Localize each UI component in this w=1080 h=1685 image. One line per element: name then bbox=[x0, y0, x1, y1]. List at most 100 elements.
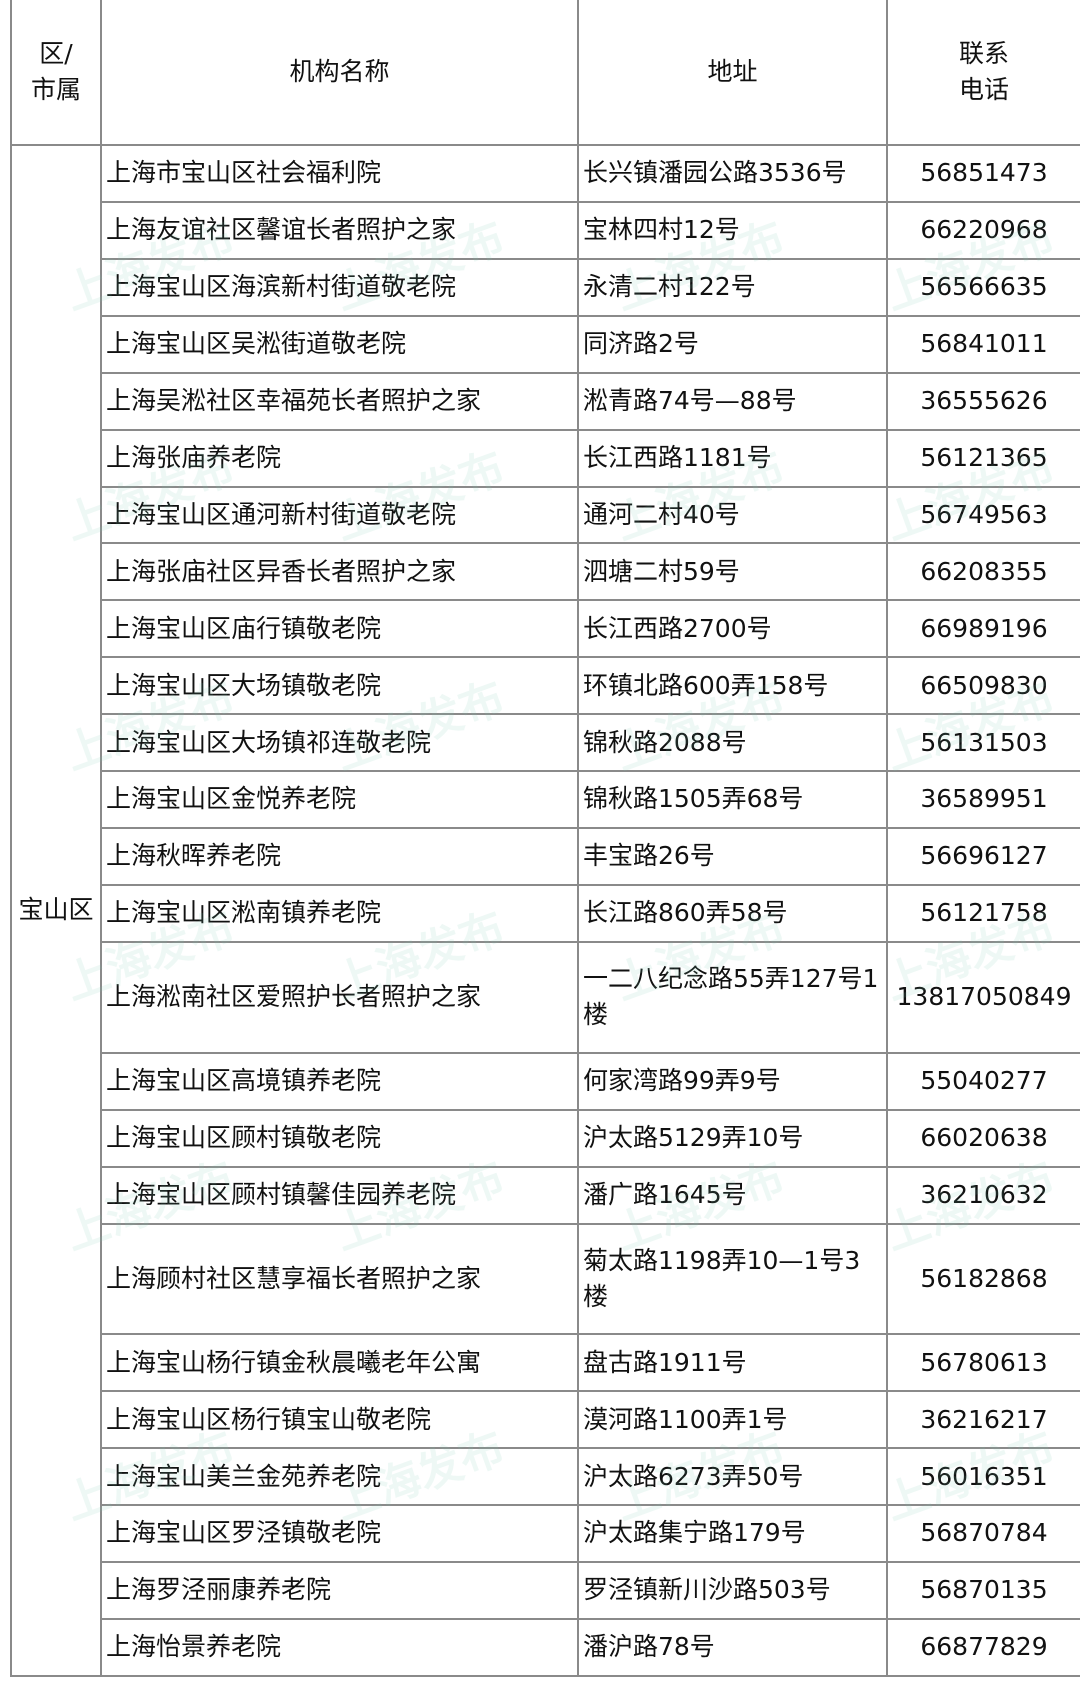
table-row: 上海宝山美兰金苑养老院 沪太路6273弄50号 56016351 bbox=[11, 1447, 1080, 1507]
table-row: 上海张庙社区异香长者照护之家 泗塘二村59号 66208355 bbox=[11, 542, 1080, 602]
institution-name-cell: 上海宝山区顾村镇敬老院 bbox=[100, 1108, 579, 1168]
phone-cell: 56870135 bbox=[886, 1561, 1080, 1620]
address-cell: 锦秋路1505弄68号 bbox=[577, 770, 888, 830]
address-cell: 泗塘二村59号 bbox=[577, 542, 888, 602]
address-cell: 一二八纪念路55弄127号1楼 bbox=[577, 940, 888, 1054]
phone-cell: 66877829 bbox=[886, 1618, 1080, 1677]
address-cell: 淞青路74号—88号 bbox=[577, 371, 888, 431]
institution-name-cell: 上海宝山区杨行镇宝山敬老院 bbox=[100, 1390, 579, 1450]
table-row: 上海宝山区淞南镇养老院 长江路860弄58号 56121758 bbox=[11, 883, 1080, 943]
address-cell: 宝林四村12号 bbox=[577, 200, 888, 260]
address-cell: 沪太路集宁路179号 bbox=[577, 1504, 888, 1564]
phone-cell: 56870784 bbox=[886, 1504, 1080, 1564]
table-row: 上海罗泾丽康养老院 罗泾镇新川沙路503号 56870135 bbox=[11, 1561, 1080, 1620]
address-cell: 长兴镇潘园公路3536号 bbox=[577, 144, 888, 203]
phone-cell: 56851473 bbox=[886, 144, 1080, 203]
phone-cell: 36210632 bbox=[886, 1165, 1080, 1225]
institution-name-cell: 上海吴淞社区幸福苑长者照护之家 bbox=[100, 371, 579, 431]
institution-name-cell: 上海友谊社区馨谊长者照护之家 bbox=[100, 200, 579, 260]
table-row: 上海宝山区大场镇祁连敬老院 锦秋路2088号 56131503 bbox=[11, 713, 1080, 773]
address-cell: 潘广路1645号 bbox=[577, 1165, 888, 1225]
table-row: 上海顾村社区慧享福长者照护之家 菊太路1198弄10—1号3楼 56182868 bbox=[11, 1222, 1080, 1336]
institution-name-cell: 上海宝山杨行镇金秋晨曦老年公寓 bbox=[100, 1333, 579, 1393]
header-phone-line2: 电话 bbox=[958, 75, 1009, 104]
header-district-line1: 区/ bbox=[39, 38, 73, 68]
header-name: 机构名称 bbox=[100, 0, 579, 146]
phone-cell: 56749563 bbox=[886, 485, 1080, 545]
institution-name-cell: 上海宝山区罗泾镇敬老院 bbox=[100, 1504, 579, 1564]
institution-name-cell: 上海宝山美兰金苑养老院 bbox=[100, 1447, 579, 1507]
institution-name-cell: 上海宝山区高境镇养老院 bbox=[100, 1051, 579, 1111]
table-row: 上海宝山区大场镇敬老院 环镇北路600弄158号 66509830 bbox=[11, 656, 1080, 716]
header-phone: 联系 电话 bbox=[886, 0, 1080, 146]
header-district-line2: 市属 bbox=[30, 75, 81, 104]
phone-cell: 56121758 bbox=[886, 883, 1080, 943]
institution-name-cell: 上海秋晖养老院 bbox=[100, 827, 579, 886]
address-cell: 漠河路1100弄1号 bbox=[577, 1390, 888, 1450]
table-row: 上海宝山区顾村镇馨佳园养老院 潘广路1645号 36210632 bbox=[11, 1165, 1080, 1225]
phone-cell: 36216217 bbox=[886, 1390, 1080, 1450]
address-cell: 沪太路5129弄10号 bbox=[577, 1108, 888, 1168]
institution-name-cell: 上海宝山区吴淞街道敬老院 bbox=[100, 314, 579, 374]
table-row: 上海宝山区吴淞街道敬老院 同济路2号 56841011 bbox=[11, 314, 1080, 374]
table-row: 宝山区 上海市宝山区社会福利院 长兴镇潘园公路3536号 56851473 bbox=[10, 144, 1080, 1677]
address-cell: 菊太路1198弄10—1号3楼 bbox=[577, 1222, 888, 1336]
table-header-row: 区/市属 机构名称 地址 联系 电话 bbox=[10, 0, 1080, 146]
institution-name-cell: 上海宝山区顾村镇馨佳园养老院 bbox=[100, 1165, 579, 1225]
institution-name-cell: 上海宝山区庙行镇敬老院 bbox=[100, 599, 579, 659]
address-cell: 潘沪路78号 bbox=[577, 1618, 888, 1677]
phone-cell: 56780613 bbox=[886, 1333, 1080, 1393]
phone-cell: 56016351 bbox=[886, 1447, 1080, 1507]
phone-cell: 36589951 bbox=[886, 770, 1080, 830]
table-row: 上海宝山区庙行镇敬老院 长江西路2700号 66989196 bbox=[11, 599, 1080, 659]
phone-cell: 56182868 bbox=[886, 1222, 1080, 1336]
address-cell: 通河二村40号 bbox=[577, 485, 888, 545]
phone-cell: 56121365 bbox=[886, 428, 1080, 488]
institution-name-cell: 上海宝山区大场镇敬老院 bbox=[100, 656, 579, 716]
institution-name-cell: 上海张庙社区异香长者照护之家 bbox=[100, 542, 579, 602]
phone-cell: 13817050849 bbox=[886, 940, 1080, 1054]
institution-name-cell: 上海宝山区大场镇祁连敬老院 bbox=[100, 713, 579, 773]
table-row: 上海淞南社区爱照护长者照护之家 一二八纪念路55弄127号1楼 1381705084… bbox=[11, 940, 1080, 1054]
table-row: 上海宝山区高境镇养老院 何家湾路99弄9号 55040277 bbox=[11, 1051, 1080, 1111]
phone-cell: 56696127 bbox=[886, 827, 1080, 886]
table-row: 上海宝山区金悦养老院 锦秋路1505弄68号 36589951 bbox=[11, 770, 1080, 830]
institution-name-cell: 上海顾村社区慧享福长者照护之家 bbox=[100, 1222, 579, 1336]
address-cell: 盘古路1911号 bbox=[577, 1333, 888, 1393]
header-phone-line1: 联系 bbox=[958, 38, 1009, 68]
phone-cell: 66020638 bbox=[886, 1108, 1080, 1168]
phone-cell: 56841011 bbox=[886, 314, 1080, 374]
address-cell: 同济路2号 bbox=[577, 314, 888, 374]
district-cell: 宝山区 bbox=[10, 144, 102, 1677]
phone-cell: 66989196 bbox=[886, 599, 1080, 659]
institution-name-cell: 上海宝山区通河新村街道敬老院 bbox=[100, 485, 579, 545]
institution-name-cell: 上海怡景养老院 bbox=[100, 1618, 579, 1677]
table-row: 上海宝山区杨行镇宝山敬老院 漠河路1100弄1号 36216217 bbox=[11, 1390, 1080, 1450]
institution-name-cell: 上海罗泾丽康养老院 bbox=[100, 1561, 579, 1620]
phone-cell: 56566635 bbox=[886, 257, 1080, 317]
table-row: 上海宝山区罗泾镇敬老院 沪太路集宁路179号 56870784 bbox=[11, 1504, 1080, 1564]
address-cell: 永清二村122号 bbox=[577, 257, 888, 317]
institution-name-cell: 上海宝山区金悦养老院 bbox=[100, 770, 579, 830]
table-row: 上海宝山区通河新村街道敬老院 通河二村40号 56749563 bbox=[11, 485, 1080, 545]
table-row: 上海怡景养老院 潘沪路78号 66877829 bbox=[11, 1618, 1080, 1677]
institution-name-cell: 上海张庙养老院 bbox=[100, 428, 579, 488]
address-cell: 丰宝路26号 bbox=[577, 827, 888, 886]
phone-cell: 36555626 bbox=[886, 371, 1080, 431]
address-cell: 长江西路2700号 bbox=[577, 599, 888, 659]
address-cell: 沪太路6273弄50号 bbox=[577, 1447, 888, 1507]
header-district: 区/市属 bbox=[10, 0, 102, 146]
address-cell: 环镇北路600弄158号 bbox=[577, 656, 888, 716]
address-cell: 长江路860弄58号 bbox=[577, 883, 888, 943]
address-cell: 锦秋路2088号 bbox=[577, 713, 888, 773]
table-row: 上海吴淞社区幸福苑长者照护之家 淞青路74号—88号 36555626 bbox=[11, 371, 1080, 431]
table-row: 上海秋晖养老院 丰宝路26号 56696127 bbox=[11, 827, 1080, 886]
address-cell: 罗泾镇新川沙路503号 bbox=[577, 1561, 888, 1620]
institution-name-cell: 上海宝山区海滨新村街道敬老院 bbox=[100, 257, 579, 317]
institution-name-cell: 上海市宝山区社会福利院 bbox=[100, 144, 579, 203]
table-row: 上海宝山区顾村镇敬老院 沪太路5129弄10号 66020638 bbox=[11, 1108, 1080, 1168]
table-row: 上海友谊社区馨谊长者照护之家 宝林四村12号 66220968 bbox=[11, 200, 1080, 260]
address-cell: 长江西路1181号 bbox=[577, 428, 888, 488]
address-cell: 何家湾路99弄9号 bbox=[577, 1051, 888, 1111]
elder-care-institution-table: 区/市属 机构名称 地址 联系 电话 宝山区 上海市宝山区社会福利院 长兴镇潘园公路3… bbox=[10, 0, 1080, 1677]
